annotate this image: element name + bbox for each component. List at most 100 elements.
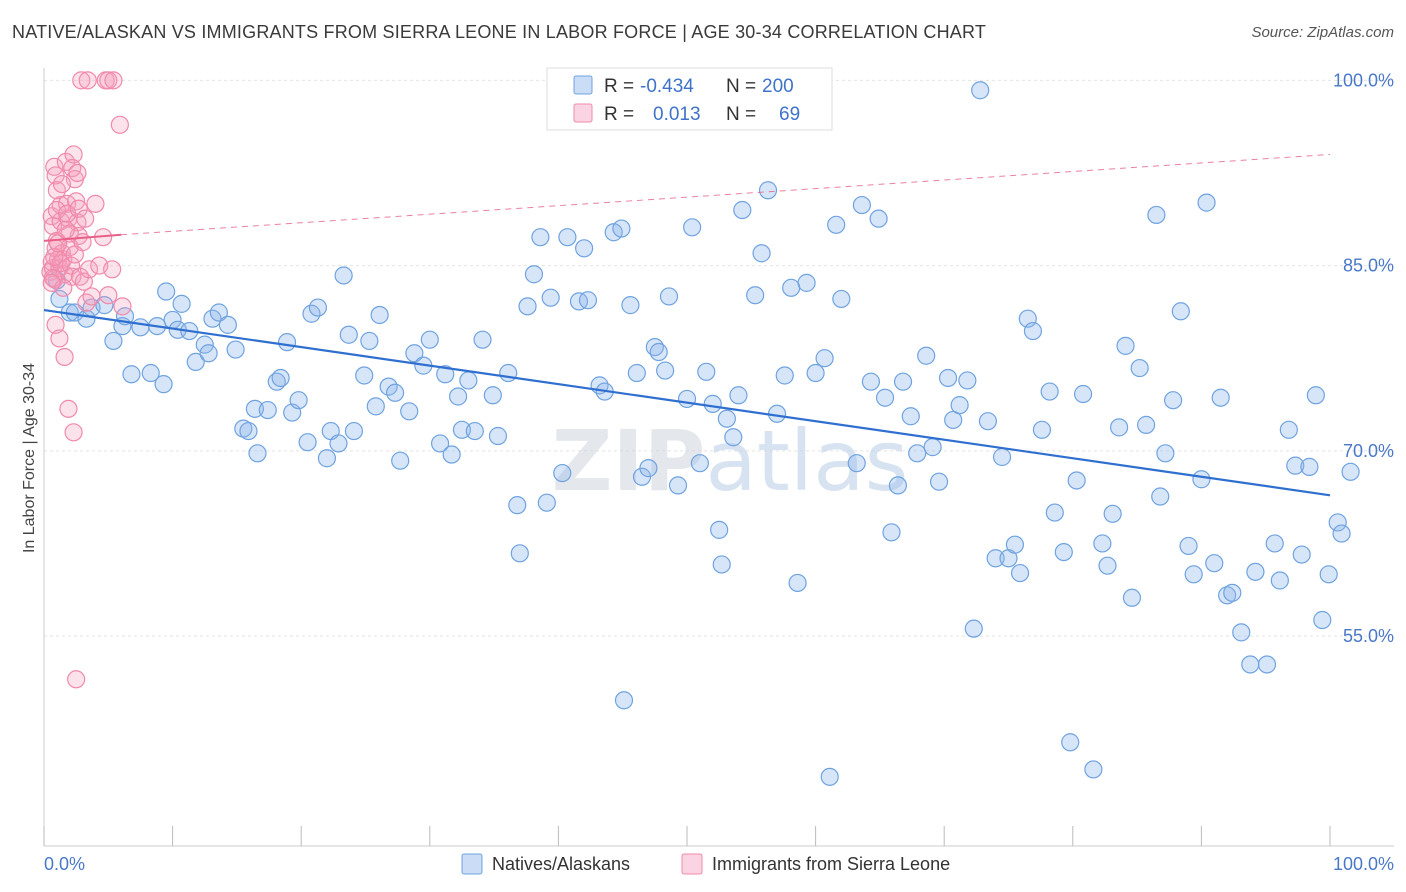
natives-point-67 xyxy=(499,363,518,383)
natives-point-128 xyxy=(917,346,936,365)
natives-point-184 xyxy=(1306,386,1325,405)
natives-point-133 xyxy=(950,396,969,415)
natives-point-53 xyxy=(400,402,419,421)
natives-point-155 xyxy=(1103,504,1122,523)
natives-point-168 xyxy=(1192,470,1211,489)
natives-point-150 xyxy=(1067,471,1086,490)
natives-point-153 xyxy=(1093,534,1112,553)
natives-point-25 xyxy=(218,315,237,334)
natives-point-43 xyxy=(334,266,353,285)
watermark-zip: ZIP xyxy=(552,412,706,510)
natives-point-176 xyxy=(1246,562,1265,581)
natives-point-162 xyxy=(1151,487,1170,506)
natives-point-110 xyxy=(782,278,801,297)
natives-point-147 xyxy=(1045,503,1064,522)
natives-point-28 xyxy=(239,421,258,441)
sierra-leone-point-55 xyxy=(52,174,72,194)
sierra-leone-point-32 xyxy=(64,423,83,442)
natives-point-12 xyxy=(141,363,160,383)
natives-point-10 xyxy=(122,365,141,384)
natives-point-179 xyxy=(1270,571,1289,590)
trend-line-natives xyxy=(43,308,1331,497)
chart-title: NATIVE/ALASKAN VS IMMIGRANTS FROM SIERRA… xyxy=(12,22,987,42)
sierra-leone-point-37 xyxy=(79,260,99,279)
natives-point-107 xyxy=(758,181,778,200)
natives-point-45 xyxy=(344,421,364,441)
natives-point-98 xyxy=(703,394,722,413)
natives-point-182 xyxy=(1292,545,1311,564)
legend-swatch-pink xyxy=(681,853,703,875)
stats-r-label-blue: R = xyxy=(604,76,634,97)
natives-point-22 xyxy=(199,344,218,363)
natives-point-68 xyxy=(508,496,527,515)
y-tick-label-2: 70.0% xyxy=(1343,441,1394,461)
sierra-leone-point-66 xyxy=(56,220,75,239)
natives-point-48 xyxy=(366,397,385,416)
sierra-leone-point-47 xyxy=(78,71,97,90)
natives-point-114 xyxy=(815,349,834,368)
y-tick-label-3: 55.0% xyxy=(1343,626,1394,646)
sierra-leone-point-52 xyxy=(47,200,66,220)
natives-point-145 xyxy=(1032,420,1052,439)
natives-point-58 xyxy=(436,365,455,384)
natives-point-188 xyxy=(1332,524,1351,543)
natives-point-61 xyxy=(452,420,472,439)
natives-point-160 xyxy=(1137,415,1156,434)
natives-point-112 xyxy=(797,273,816,292)
natives-point-57 xyxy=(430,434,450,453)
natives-point-102 xyxy=(724,428,743,447)
natives-point-70 xyxy=(518,297,537,316)
sierra-leone-point-50 xyxy=(104,71,123,90)
natives-point-72 xyxy=(531,228,550,247)
natives-point-36 xyxy=(289,391,308,410)
trend-lines xyxy=(43,153,1331,497)
natives-point-177 xyxy=(1257,655,1277,674)
stats-r-value-blue: -0.434 xyxy=(640,76,694,97)
natives-point-125 xyxy=(893,372,913,391)
natives-point-73 xyxy=(537,493,556,512)
natives-point-139 xyxy=(992,447,1012,467)
natives-point-181 xyxy=(1286,456,1305,475)
stats-n-value-blue: 200 xyxy=(762,76,794,97)
natives-point-138 xyxy=(986,549,1005,568)
natives-point-39 xyxy=(308,298,328,317)
natives-point-174 xyxy=(1232,623,1251,642)
natives-point-64 xyxy=(473,330,492,349)
natives-point-76 xyxy=(558,228,577,247)
stats-r-label-pink: R = xyxy=(604,104,634,125)
natives-point-142 xyxy=(1010,563,1030,583)
natives-point-96 xyxy=(690,454,709,473)
natives-point-34 xyxy=(277,333,297,352)
natives-point-165 xyxy=(1171,302,1190,321)
natives-point-71 xyxy=(524,265,544,284)
natives-point-105 xyxy=(746,286,765,305)
natives-point-185 xyxy=(1313,610,1332,630)
natives-point-14 xyxy=(154,375,173,394)
natives-point-47 xyxy=(360,331,379,351)
natives-point-148 xyxy=(1054,542,1073,562)
stats-n-label-pink: N = xyxy=(726,104,756,125)
natives-point-189 xyxy=(1341,462,1360,481)
sierra-leone-point-63 xyxy=(69,199,88,218)
natives-point-167 xyxy=(1184,565,1203,584)
natives-point-149 xyxy=(1061,733,1080,752)
natives-point-62 xyxy=(459,371,478,390)
natives-point-46 xyxy=(355,366,374,385)
stats-r-value-pink: 0.013 xyxy=(653,104,701,125)
natives-point-18 xyxy=(172,294,191,313)
natives-point-126 xyxy=(901,407,920,426)
natives-point-44 xyxy=(339,325,358,344)
natives-point-166 xyxy=(1179,536,1198,556)
natives-point-33 xyxy=(271,368,290,388)
legend-label-pink: Immigrants from Sierra Leone xyxy=(712,854,950,874)
sierra-leone-point-38 xyxy=(82,287,101,306)
natives-point-101 xyxy=(717,409,736,428)
sierra-leone-point-51 xyxy=(67,670,86,689)
sierra-leone-point-68 xyxy=(65,245,84,264)
natives-point-59 xyxy=(442,445,461,464)
natives-point-171 xyxy=(1211,388,1230,407)
natives-point-135 xyxy=(964,619,983,638)
natives-point-51 xyxy=(385,383,405,402)
watermark-atlas: atlas xyxy=(705,412,908,510)
natives-point-90 xyxy=(649,342,668,362)
